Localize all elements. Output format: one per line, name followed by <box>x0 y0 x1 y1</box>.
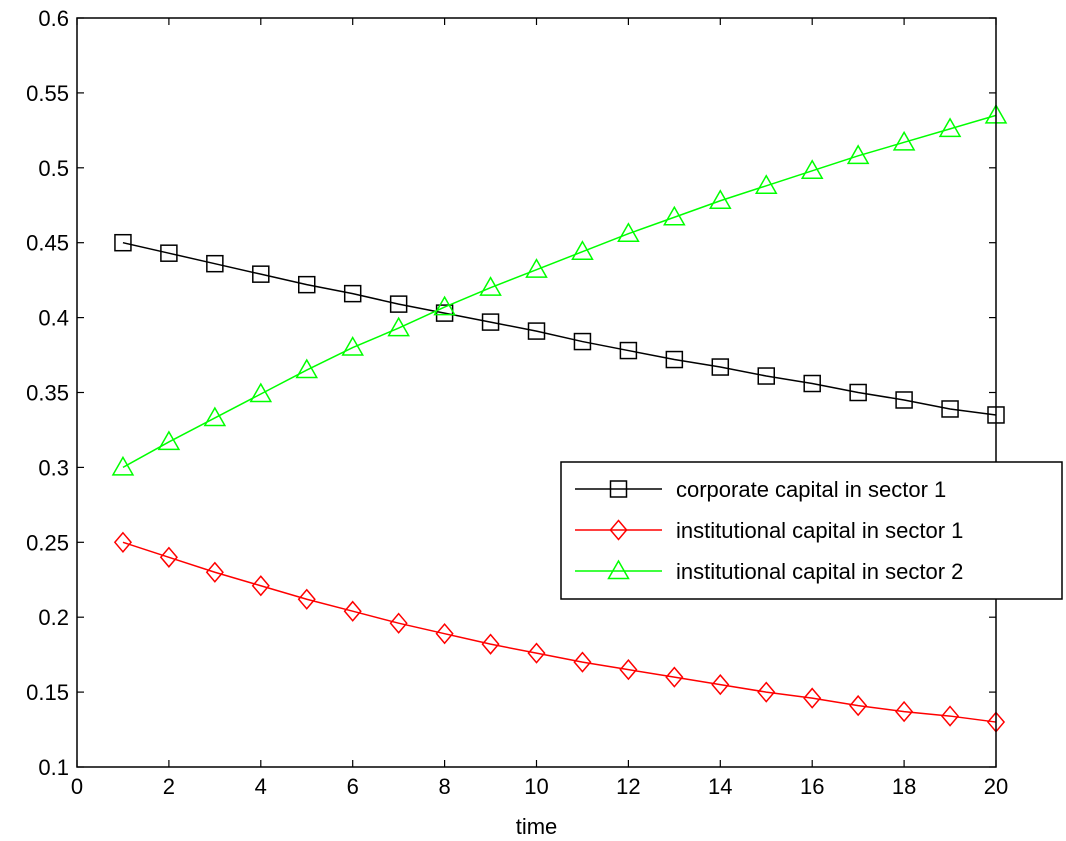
y-tick-label: 0.1 <box>38 755 69 780</box>
x-tick-label: 12 <box>616 774 640 799</box>
series-1-point <box>435 304 454 322</box>
series-1-point <box>114 233 132 252</box>
x-tick-label: 10 <box>524 774 548 799</box>
legend-box <box>560 461 1063 600</box>
series-2-point <box>665 666 684 688</box>
x-tick-label: 14 <box>708 774 732 799</box>
series-2-point <box>389 612 408 634</box>
series-3-point <box>479 276 502 296</box>
series-2 <box>113 531 1006 733</box>
series-2-point <box>159 546 178 568</box>
legend-marker <box>607 559 630 580</box>
series-1-point <box>803 374 821 393</box>
y-tick-label: 0.55 <box>26 81 69 106</box>
series-3-point <box>341 336 364 356</box>
x-tick-label: 4 <box>255 774 267 799</box>
series-3-point <box>663 205 686 226</box>
legend-label: institutional capital in sector 1 <box>676 518 963 543</box>
series-3-point <box>111 455 135 476</box>
series-2-point <box>849 694 868 717</box>
legend-label: institutional capital in sector 2 <box>676 559 963 584</box>
series-1-point <box>343 284 362 303</box>
series-1-point <box>252 265 270 283</box>
y-tick-label: 0.25 <box>26 530 69 555</box>
legend: corporate capital in sector 1 institution… <box>560 461 1063 600</box>
y-tick-label: 0.45 <box>26 231 69 256</box>
series-3-point <box>387 316 410 337</box>
series-2-point <box>711 673 730 696</box>
series-3-point <box>754 174 778 195</box>
series-3-point <box>249 382 273 403</box>
ticks-layer: 0 2 4 6 8 10 12 14 16 18 20 0.1 0.15 0.2 0.25 0.3 0.35 0.… <box>26 6 1008 799</box>
series-2-point <box>573 651 592 673</box>
y-tick-label: 0.35 <box>26 381 69 406</box>
y-tick-label: 0.15 <box>26 680 69 705</box>
series-1-point <box>206 254 224 273</box>
series-3-point <box>295 358 319 379</box>
series-2-point <box>940 705 960 727</box>
series-3-point <box>433 295 456 316</box>
legend-label: corporate capital in sector 1 <box>676 477 946 502</box>
y-tick-label: 0.5 <box>38 156 69 181</box>
y-tick-label: 0.3 <box>38 455 69 480</box>
series-1-point <box>941 400 959 418</box>
series-1-point <box>665 350 684 369</box>
series-3-point <box>571 240 594 260</box>
series-2-point <box>757 681 776 703</box>
legend-marker <box>609 480 628 498</box>
series-2-point <box>481 633 500 655</box>
y-tick-label: 0.6 <box>38 6 69 31</box>
x-tick-label: 0 <box>71 774 83 799</box>
series-1 <box>114 233 1005 424</box>
series-3-point <box>203 406 227 427</box>
series-3-point <box>846 144 870 165</box>
series-layer <box>111 103 1008 733</box>
series-1-point <box>298 275 316 294</box>
y-tick-label: 0.2 <box>38 605 69 630</box>
x-tick-label: 18 <box>892 774 916 799</box>
series-1-point <box>389 295 408 313</box>
series-3-point <box>938 117 962 138</box>
series-1-point <box>481 313 500 331</box>
series-1-point <box>757 367 775 385</box>
series-2-point <box>343 600 362 622</box>
series-3-point <box>800 159 824 180</box>
series-3 <box>111 103 1008 476</box>
series-2-point <box>619 658 638 681</box>
x-tick-label: 8 <box>438 774 450 799</box>
series-3-point <box>709 189 732 210</box>
series-2-point <box>527 642 546 664</box>
y-tick-label: 0.4 <box>38 306 69 331</box>
legend-marker <box>609 519 628 541</box>
series-2-point <box>205 561 224 583</box>
series-3-point <box>892 130 916 151</box>
series-3-point <box>617 222 640 242</box>
series-3-point <box>157 430 181 451</box>
x-tick-label: 2 <box>163 774 175 799</box>
series-2-point <box>435 623 454 645</box>
x-tick-label: 20 <box>984 774 1008 799</box>
series-3-point <box>525 258 548 278</box>
series-1-point <box>849 383 867 402</box>
series-1-point <box>573 332 592 351</box>
series-1-point <box>895 391 913 409</box>
series-2-point <box>895 700 914 723</box>
series-2-point <box>113 531 133 553</box>
series-2-point <box>803 687 822 709</box>
series-1-point <box>711 358 730 376</box>
series-2-point <box>297 588 316 610</box>
series-1-point <box>527 322 546 340</box>
series-1-point <box>619 341 638 360</box>
x-tick-label: 6 <box>347 774 359 799</box>
x-axis-title: time <box>516 814 558 839</box>
series-1-point <box>160 244 178 262</box>
x-tick-label: 16 <box>800 774 824 799</box>
series-2-point <box>251 575 270 597</box>
